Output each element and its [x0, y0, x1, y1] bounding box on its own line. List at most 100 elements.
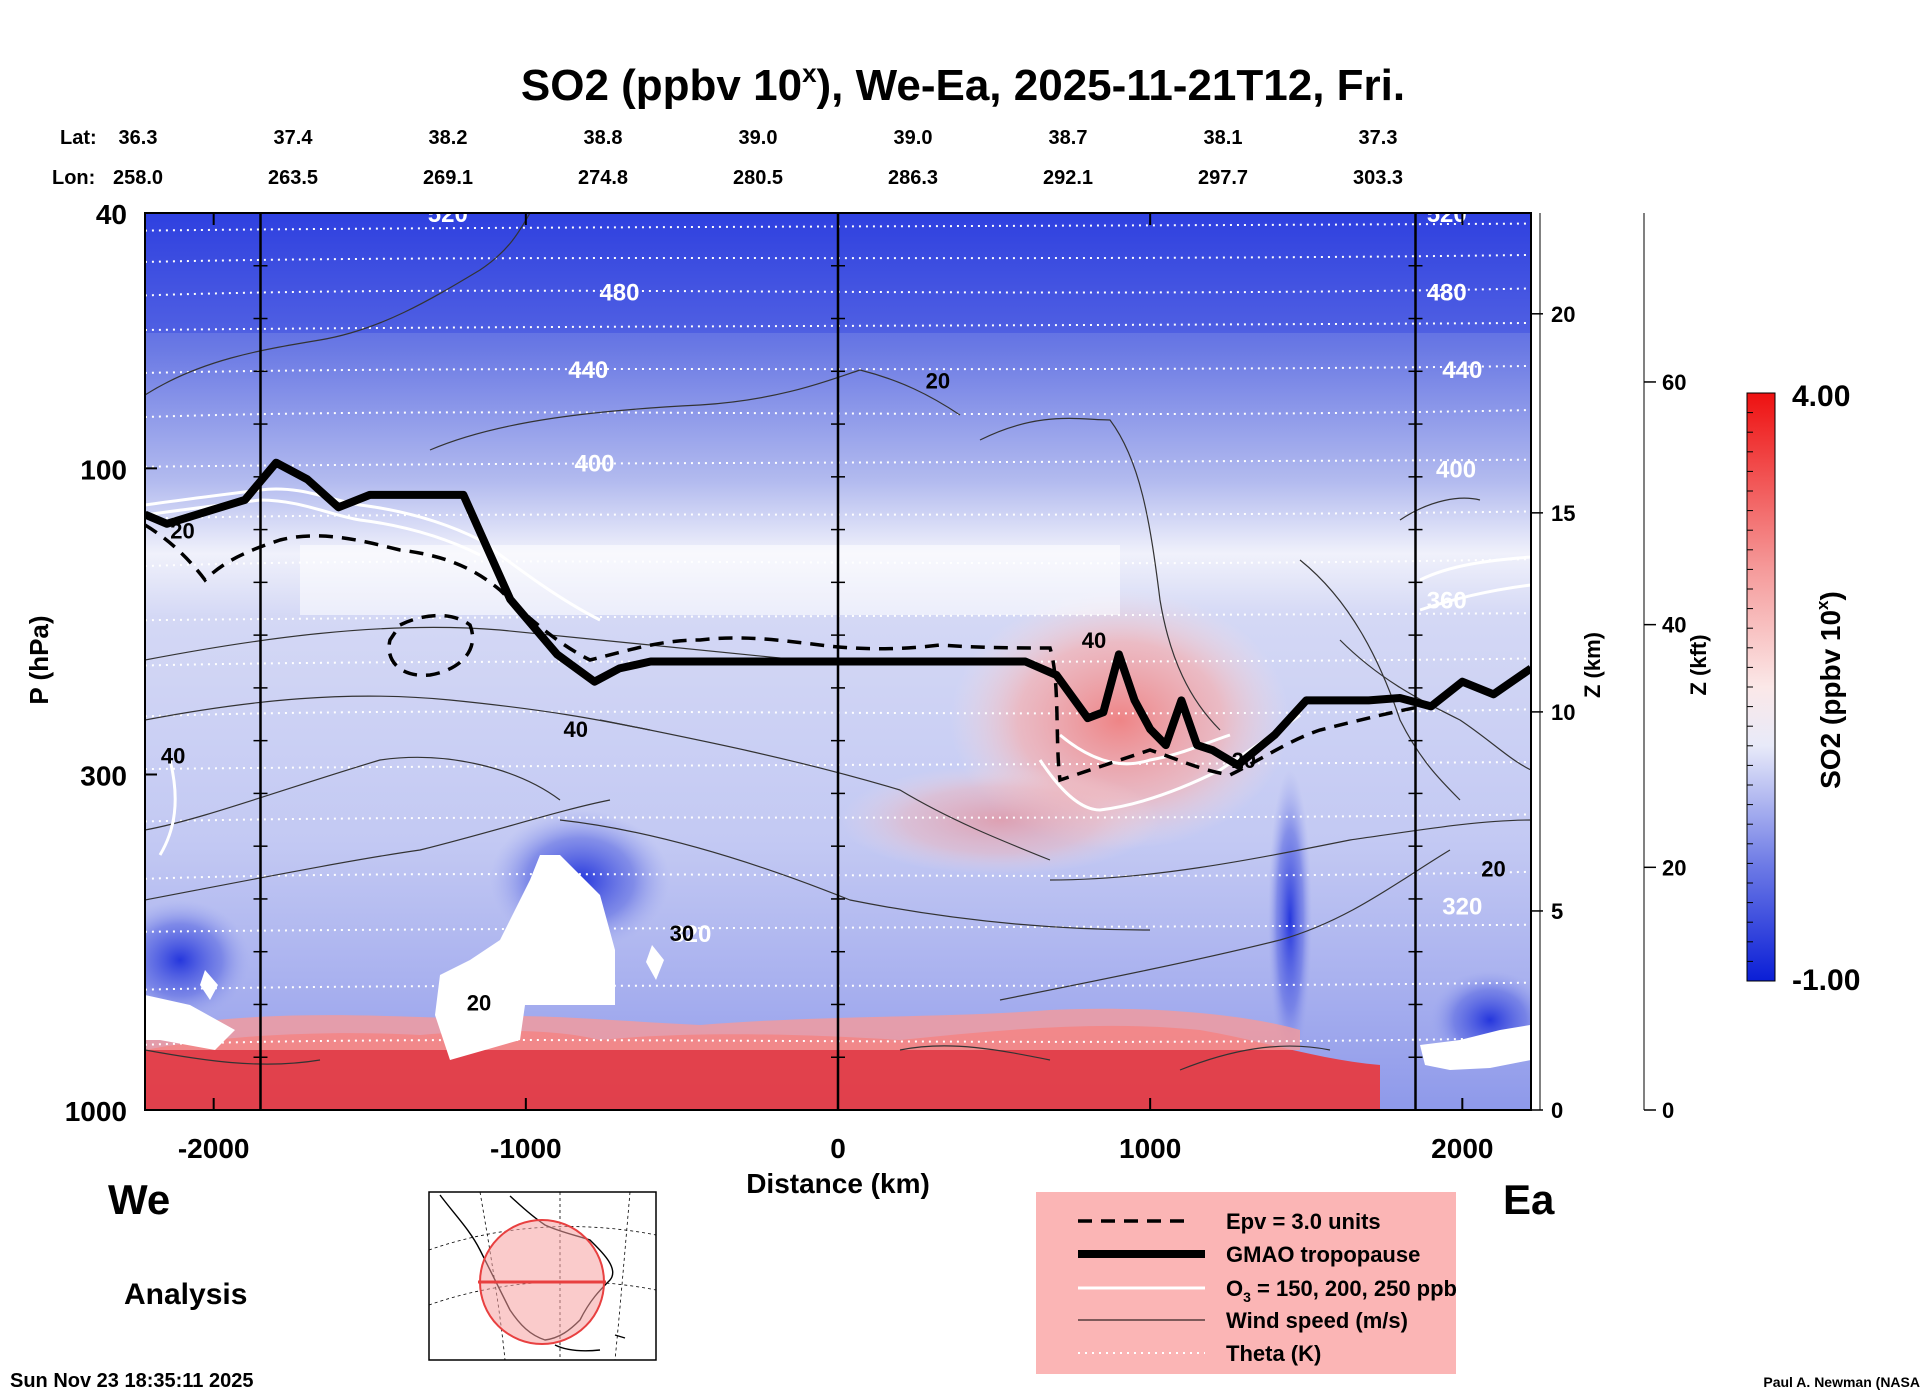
theta-contour [145, 222, 1531, 232]
gmao-tropopause-line [145, 458, 1531, 769]
wind-contour-label: 20 [467, 991, 491, 1016]
legend-label-epv: Epv = 3.0 units [1226, 1209, 1381, 1234]
theta-contour [145, 1036, 1531, 1046]
lon-value: 286.3 [888, 167, 938, 189]
east-label: Ea [1503, 1176, 1555, 1223]
inset-map [428, 1191, 657, 1361]
y-axis-pressure: 40 100 300 1000 [65, 199, 157, 1127]
theta-contour [145, 558, 1531, 568]
x-tick-label: -2000 [178, 1133, 250, 1164]
theta-contour-label: 440 [568, 357, 608, 384]
theta-contour [145, 253, 1531, 263]
colorbar-max-label: 4.00 [1792, 380, 1850, 413]
theta-contour-label: 440 [1442, 357, 1482, 384]
wind-speed-contour [1179, 1045, 1331, 1071]
wind-speed-contour [559, 819, 1151, 931]
z-km-tick-label: 20 [1551, 302, 1575, 327]
x-axis: -2000 -1000 0 1000 2000 [178, 213, 1493, 1164]
legend-label-wind: Wind speed (m/s) [1226, 1308, 1408, 1333]
z-kft-tick-label: 40 [1662, 613, 1686, 638]
z-kft-axis: 0 20 40 60 [1643, 213, 1686, 1123]
ozone-contour-east2 [1419, 583, 1531, 612]
wind-speed-contour [145, 1049, 321, 1065]
theta-contour [145, 981, 1531, 991]
theta-contour [145, 870, 1531, 880]
wind-speed-contour [145, 213, 531, 396]
colorbar-ticks [1747, 412, 1753, 962]
timestamp: Sun Nov 23 18:35:11 2025 [10, 1370, 253, 1392]
theta-contour-label: 360 [1427, 587, 1467, 614]
lon-value: 280.5 [733, 167, 783, 189]
west-label: We [108, 1176, 170, 1223]
chart-title: SO2 (ppbv 10x), We-Ea, 2025-11-21T12, Fr… [521, 58, 1405, 110]
missing-data-region-sw [145, 995, 235, 1050]
wind-speed-contour [1049, 819, 1531, 881]
y-tick-label: 300 [80, 760, 127, 791]
plot-area: 520 480 440 400 520 480 440 400 360 320 320 20 40 40 4… [145, 213, 1531, 1110]
legend-label-tropopause: GMAO tropopause [1226, 1242, 1420, 1267]
z-kft-axis-label: Z (kft) [1686, 634, 1711, 695]
theta-contour-label: 400 [1436, 456, 1476, 483]
lon-value: 292.1 [1043, 167, 1093, 189]
lat-value: 39.0 [894, 127, 933, 149]
x-tick-label: -1000 [490, 1133, 562, 1164]
wind-speed-contour [1299, 559, 1461, 801]
lon-value: 303.3 [1353, 167, 1403, 189]
wind-speed-contour [599, 719, 1051, 861]
lon-row-label: Lon: [52, 167, 95, 189]
z-kft-tick-label: 60 [1662, 370, 1686, 395]
tropopause-white-band [300, 545, 1120, 615]
ozone-contour-sw [158, 759, 177, 856]
x-tick-label: 2000 [1431, 1133, 1493, 1164]
lat-value: 38.2 [429, 127, 468, 149]
lon-value: 269.1 [423, 167, 473, 189]
z-km-tick-label: 15 [1551, 501, 1575, 526]
so2-low-column-east [1268, 770, 1312, 1070]
wind-contour-label: 40 [1082, 628, 1106, 653]
z-kft-tick-label: 0 [1662, 1098, 1674, 1123]
wind-contour-label: 20 [1232, 748, 1256, 773]
legend-label-ozone: O3 = 150, 200, 250 ppb [1226, 1276, 1457, 1305]
theta-contour-label: 480 [599, 279, 639, 306]
wind-contour-label: 30 [670, 921, 694, 946]
wind-contour-label: 20 [1481, 856, 1505, 881]
contour-labels: 520 480 440 400 520 480 440 400 360 320 320 20 40 40 4… [161, 213, 1506, 1016]
wind-contour-label: 20 [170, 519, 194, 544]
ozone-contour-200 [145, 498, 481, 557]
theta-contour-label: 480 [1427, 279, 1467, 306]
lat-value: 37.3 [1359, 127, 1398, 149]
wind-contour-label: 40 [564, 717, 588, 742]
z-kft-tick-label: 20 [1662, 855, 1686, 880]
ozone-contour-150 [145, 487, 601, 622]
theta-contour [145, 409, 1531, 419]
x-tick-label: 0 [830, 1133, 846, 1164]
theta-contour [145, 458, 1531, 468]
lat-value: 37.4 [274, 127, 314, 149]
lat-lon-labels: 36.3 258.0 37.4 263.5 38.2 269.1 38.8 274.8 39.0… [113, 127, 1403, 189]
lon-value: 274.8 [578, 167, 628, 189]
z-km-tick-label: 0 [1551, 1098, 1563, 1123]
theta-contour [145, 321, 1531, 331]
wind-contour-label: 20 [926, 369, 950, 394]
wind-speed-contour [999, 849, 1451, 1001]
theta-contour [145, 612, 1531, 622]
y-tick-label: 100 [80, 454, 127, 485]
analysis-label: Analysis [124, 1278, 247, 1311]
missing-data-region-se [1420, 1025, 1531, 1070]
lat-value: 38.7 [1049, 127, 1088, 149]
lat-value: 38.8 [584, 127, 623, 149]
wind-speed-contour [1339, 639, 1531, 771]
wind-speed-contours [145, 213, 1531, 1071]
section-marker-lines [253, 213, 1423, 1110]
theta-contour [145, 287, 1531, 297]
wind-speed-contour [145, 756, 561, 831]
legend: Epv = 3.0 units GMAO tropopause O3 = 150… [1036, 1192, 1457, 1374]
lat-value: 36.3 [119, 127, 158, 149]
theta-contour [145, 708, 1531, 718]
y-tick-label: 40 [96, 199, 127, 230]
theta-contour [145, 813, 1531, 823]
wind-speed-contour [145, 799, 611, 901]
missing-data-region-w [200, 970, 218, 1000]
lat-row-label: Lat: [60, 127, 97, 149]
